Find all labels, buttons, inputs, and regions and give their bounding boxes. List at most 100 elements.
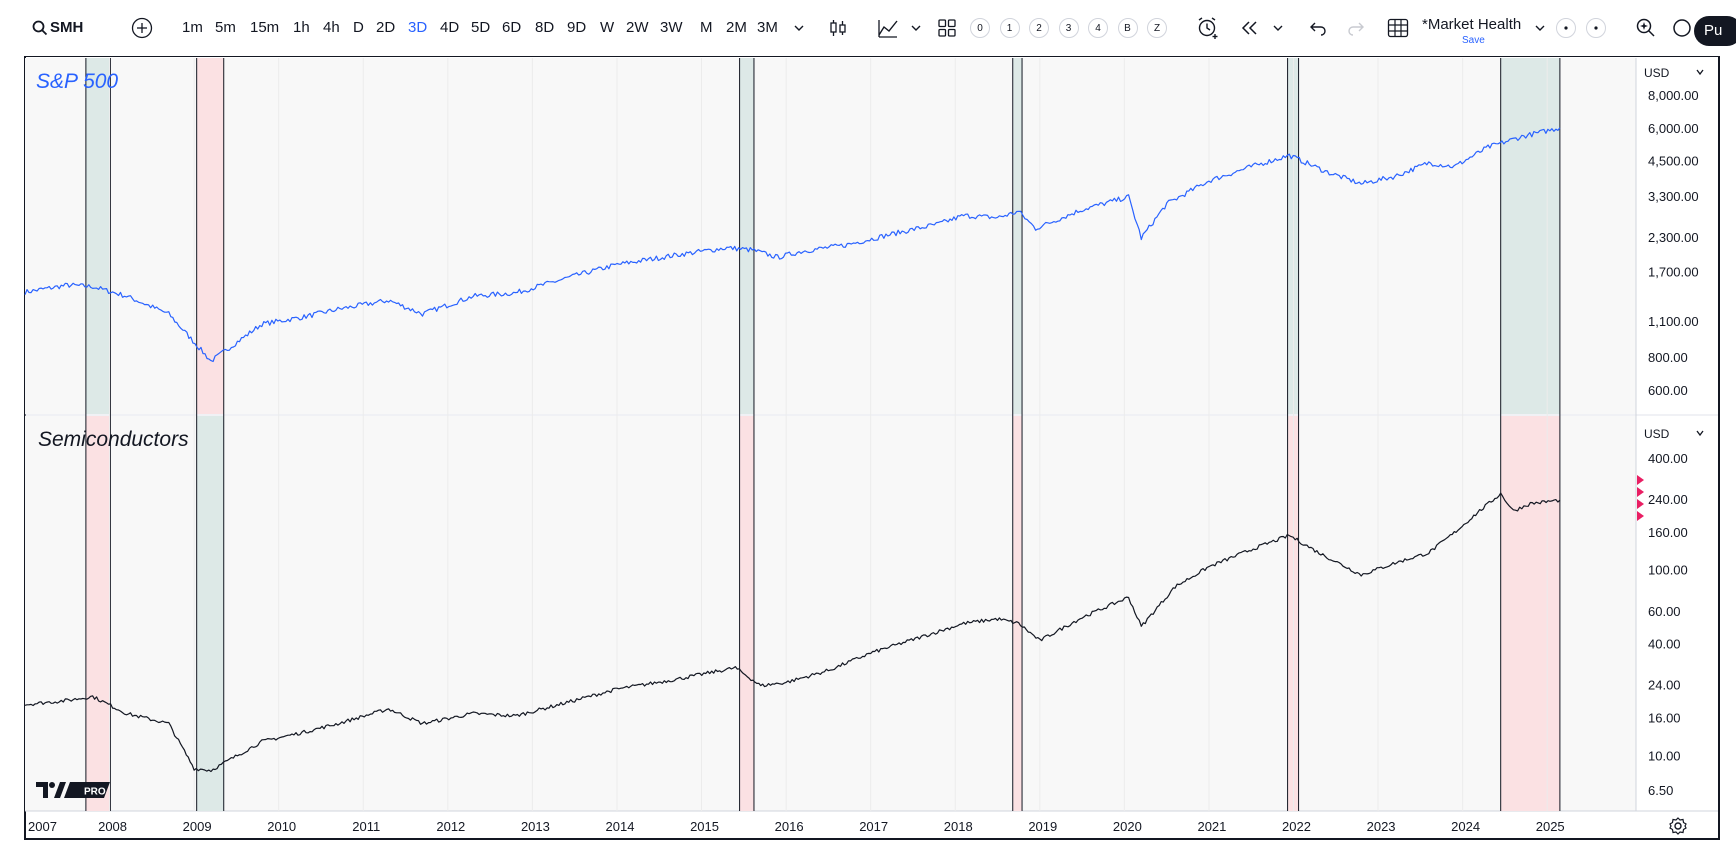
band-5-top xyxy=(1500,58,1560,414)
interval-2d[interactable]: 2D xyxy=(376,19,396,36)
y-tick-1-2: 160.00 xyxy=(1648,525,1688,540)
x-tick-2025: 2025 xyxy=(1536,819,1565,834)
x-tick-2022: 2022 xyxy=(1282,819,1311,834)
search-icon[interactable] xyxy=(28,16,52,40)
replay-dropdown-icon[interactable] xyxy=(1266,16,1290,40)
indicators-dropdown-icon[interactable] xyxy=(904,16,928,40)
numbered-button-3[interactable]: 3 xyxy=(1058,18,1079,38)
y-tick-1-4: 60.00 xyxy=(1648,604,1681,619)
y-tick-1-1: 240.00 xyxy=(1648,492,1688,507)
layout-save-link[interactable]: Save xyxy=(1462,35,1485,46)
semi-currency[interactable]: USD xyxy=(1644,427,1705,441)
x-tick-2010: 2010 xyxy=(267,819,296,834)
interval-m[interactable]: M xyxy=(700,19,713,36)
interval-15m[interactable]: 15m xyxy=(250,19,280,36)
numbered-button-4[interactable]: 4 xyxy=(1088,18,1108,38)
interval-4d[interactable]: 4D xyxy=(440,19,460,36)
interval-4h[interactable]: 4h xyxy=(323,19,340,36)
quick-search-icon[interactable] xyxy=(1634,16,1658,40)
y-tick-1-0: 400.00 xyxy=(1648,451,1688,466)
interval-3m[interactable]: 3M xyxy=(757,19,778,36)
interval-3d[interactable]: 3D xyxy=(408,19,428,36)
x-tick-2024: 2024 xyxy=(1451,819,1480,834)
interval-dropdown-icon[interactable] xyxy=(787,16,811,40)
add-symbol-icon[interactable] xyxy=(130,16,154,40)
price-marker-3 xyxy=(1637,511,1644,521)
numbered-button-1[interactable]: 1 xyxy=(999,18,1020,38)
x-tick-2013: 2013 xyxy=(521,819,550,834)
y-tick-0-4: 2,300.00 xyxy=(1648,230,1699,245)
x-tick-2012: 2012 xyxy=(436,819,465,834)
price-marker-0 xyxy=(1637,475,1644,485)
candles-icon[interactable] xyxy=(826,16,850,40)
numbered-button-2[interactable]: 2 xyxy=(1029,18,1049,38)
x-tick-2008: 2008 xyxy=(98,819,127,834)
redo-icon[interactable] xyxy=(1344,16,1368,40)
numbered-button-b[interactable]: B xyxy=(1117,18,1138,38)
interval-5d[interactable]: 5D xyxy=(471,19,491,36)
x-tick-2018: 2018 xyxy=(944,819,973,834)
sp500-pane-title: S&P 500 xyxy=(36,70,119,93)
y-tick-1-8: 10.00 xyxy=(1648,748,1681,763)
interval-d[interactable]: D xyxy=(353,19,364,36)
band-3-bottom xyxy=(1012,416,1023,811)
interval-8d[interactable]: 8D xyxy=(535,19,555,36)
numbered-button-z[interactable]: Z xyxy=(1147,18,1167,38)
snapshot-icon[interactable] xyxy=(1670,16,1694,40)
y-tick-0-5: 1,700.00 xyxy=(1648,264,1699,279)
highlight-bands xyxy=(85,58,1561,811)
interval-2m[interactable]: 2M xyxy=(726,19,747,36)
interval-6d[interactable]: 6D xyxy=(502,19,522,36)
x-tick-2017: 2017 xyxy=(859,819,888,834)
templates-icon[interactable] xyxy=(935,16,959,40)
gear-icon[interactable] xyxy=(1668,816,1688,836)
y-tick-0-7: 800.00 xyxy=(1648,350,1688,365)
y-tick-1-7: 16.00 xyxy=(1648,710,1681,725)
chevron-down-icon xyxy=(1696,430,1704,437)
y-tick-0-6: 1,100.00 xyxy=(1648,314,1699,329)
y-tick-1-6: 24.00 xyxy=(1648,678,1681,693)
top-toolbar: SMH 1m 5m 15m 1h 4h D 2D 3D 4D 5D 6D 8D 9D W 2W 3W M 2M 3M… xyxy=(0,0,1736,56)
y-tick-0-3: 3,300.00 xyxy=(1648,189,1699,204)
semi-currency-label: USD xyxy=(1644,427,1670,441)
interval-3w[interactable]: 3W xyxy=(660,19,683,36)
band-0-top xyxy=(85,58,111,414)
band-1-top xyxy=(196,58,224,414)
series-line-sp500 xyxy=(24,127,1561,363)
numbered-button-0[interactable]: 0 xyxy=(970,18,990,38)
sp500-currency[interactable]: USD xyxy=(1644,66,1705,80)
x-tick-2007: 2007 xyxy=(28,819,57,834)
band-1-bottom xyxy=(196,416,224,811)
x-tick-2019: 2019 xyxy=(1028,819,1057,834)
y-tick-1-3: 100.00 xyxy=(1648,563,1688,578)
interval-1m[interactable]: 1m xyxy=(182,19,203,36)
x-tick-2015: 2015 xyxy=(690,819,719,834)
pane-background-0 xyxy=(25,58,1636,414)
layout-dropdown-icon[interactable] xyxy=(1528,16,1552,40)
interval-1h[interactable]: 1h xyxy=(293,19,310,36)
x-tick-2014: 2014 xyxy=(606,819,635,834)
indicators-icon[interactable] xyxy=(876,16,900,40)
publish-button[interactable]: Pu xyxy=(1694,16,1736,46)
x-tick-2011: 2011 xyxy=(352,819,380,834)
band-0-bottom xyxy=(85,416,111,811)
alert-icon[interactable] xyxy=(1196,16,1220,40)
layout-grid-icon[interactable] xyxy=(1386,16,1410,40)
interval-2w[interactable]: 2W xyxy=(626,19,649,36)
layout-name[interactable]: *Market Health xyxy=(1422,16,1522,33)
interval-9d[interactable]: 9D xyxy=(567,19,587,36)
sp500-currency-label: USD xyxy=(1644,66,1670,80)
band-2-top xyxy=(739,58,754,414)
interval-w[interactable]: W xyxy=(600,19,615,36)
y-tick-0-1: 6,000.00 xyxy=(1648,121,1699,136)
price-markers xyxy=(1637,475,1644,521)
series-line-semiconductors xyxy=(24,492,1561,773)
more-icon[interactable] xyxy=(1554,16,1578,40)
logo-text: PRO xyxy=(84,787,106,798)
more-options-icon[interactable] xyxy=(1584,16,1608,40)
replay-icon[interactable] xyxy=(1238,16,1262,40)
symbol-name[interactable]: SMH xyxy=(50,19,84,36)
interval-5m[interactable]: 5m xyxy=(215,19,236,36)
undo-icon[interactable] xyxy=(1306,16,1330,40)
